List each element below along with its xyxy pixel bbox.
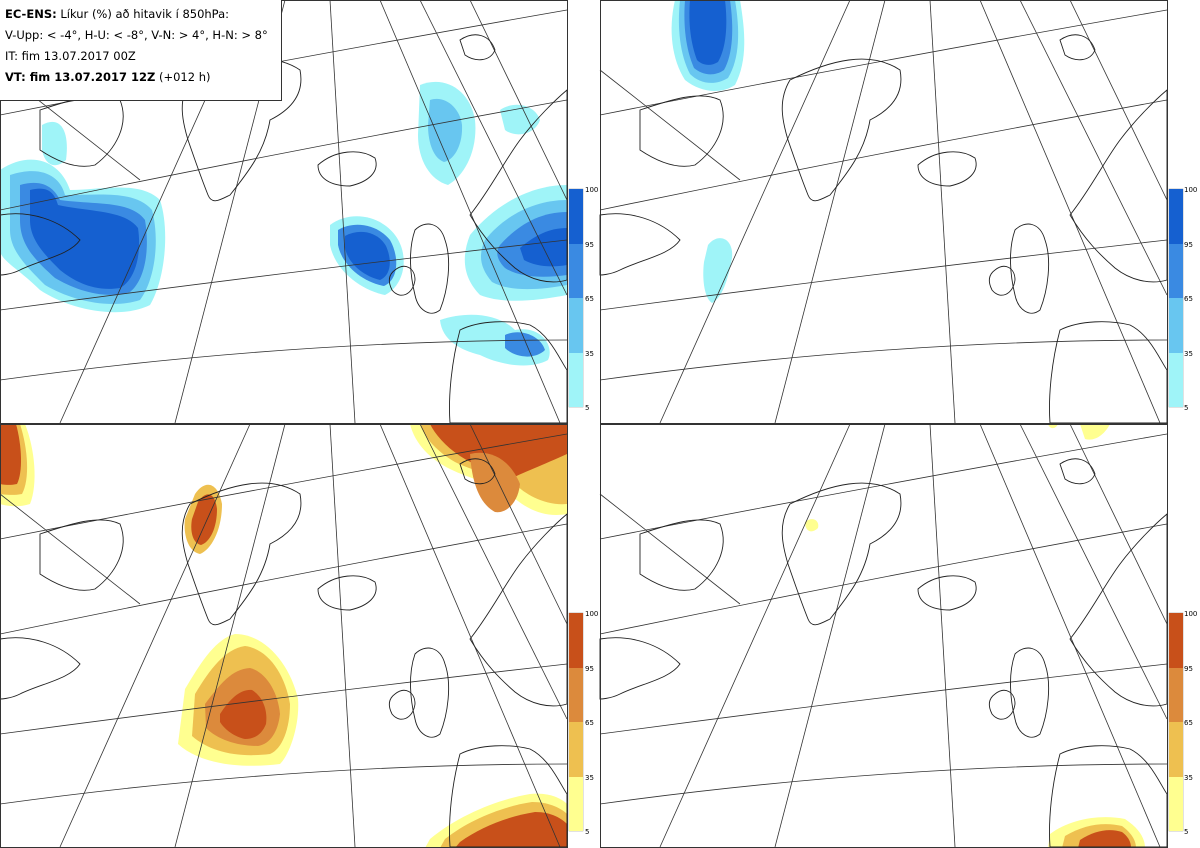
colorbar-tick-100: 100	[1184, 610, 1197, 618]
warm-strong-probability-field	[805, 424, 1145, 848]
lead-time: (+012 h)	[158, 70, 211, 84]
colorbar-tick-95: 95	[585, 241, 594, 249]
colorbar-tick-65: 65	[585, 719, 594, 727]
model-name: EC-ENS:	[5, 7, 57, 21]
colorbar-tick-35: 35	[1184, 774, 1193, 782]
colorbar-tick-100: 100	[585, 610, 598, 618]
colorbar-tick-35: 35	[585, 774, 594, 782]
colorbar-tick-100: 100	[585, 186, 598, 194]
colorbar-tick-5: 5	[585, 828, 589, 836]
colorbar-tick-100: 100	[1184, 186, 1197, 194]
colorbar-tick-35: 35	[585, 350, 594, 358]
init-time: IT: fim 13.07.2017 00Z	[5, 49, 136, 63]
colorbar-tick-65: 65	[1184, 719, 1193, 727]
colorbar-tick-95: 95	[585, 665, 594, 673]
colorbar-cold-top-left: 100 95 65 35 5	[568, 186, 598, 412]
colorbar-tick-95: 95	[1184, 665, 1193, 673]
colorbar-warm-bottom-left: 100 95 65 35 5	[568, 610, 598, 836]
colorbar-tick-95: 95	[1184, 241, 1193, 249]
colorbar-tick-5: 5	[585, 404, 589, 412]
colorbar-tick-5: 5	[1184, 404, 1188, 412]
colorbar-tick-35: 35	[1184, 350, 1193, 358]
panel-cold-strong	[599, 0, 1168, 424]
valid-time: VT: fim 13.07.2017 12Z	[5, 70, 156, 84]
valid-time-line: VT: fim 13.07.2017 12Z (+012 h)	[5, 69, 281, 90]
cold-strong-probability-field	[671, 0, 745, 303]
panel-warm-moderate	[0, 423, 568, 848]
colorbar-tick-65: 65	[585, 295, 594, 303]
colorbar-warm-bottom-right: 100 95 65 35 5	[1168, 610, 1197, 836]
panel-warm-strong	[599, 423, 1168, 848]
categories-line: V-Upp: < -4°, H-U: < -8°, V-N: > 4°, H-N…	[5, 28, 268, 42]
colorbar-cold-top-right: 100 95 65 35 5	[1168, 186, 1197, 412]
title: Líkur (%) að hitavik í 850hPa:	[60, 7, 230, 21]
colorbar-tick-65: 65	[1184, 295, 1193, 303]
title-line: EC-ENS: Líkur (%) að hitavik í 850hPa:	[5, 6, 281, 27]
panel-cold-moderate	[0, 0, 568, 424]
colorbar-tick-5: 5	[1184, 828, 1188, 836]
info-box: EC-ENS: Líkur (%) að hitavik í 850hPa: V…	[0, 0, 282, 101]
